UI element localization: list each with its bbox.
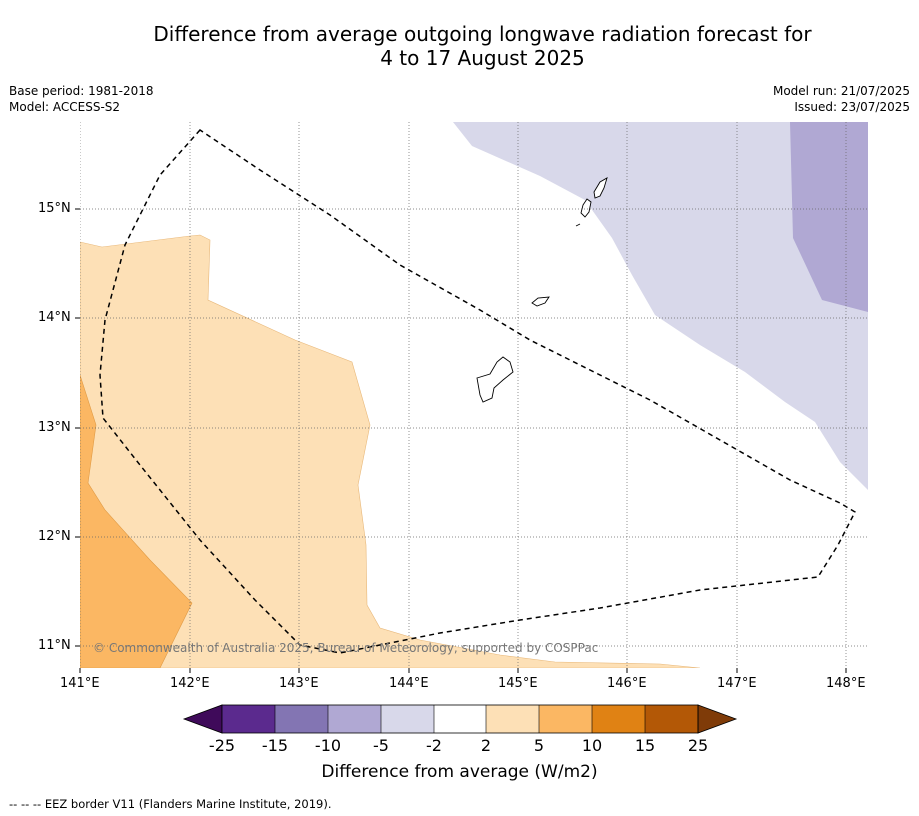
lat-tick-13: 13°N: [38, 420, 71, 435]
tinian-island: [580, 198, 592, 218]
colorbar-label-minus5: -5: [373, 736, 389, 755]
map-area: [80, 122, 868, 668]
guam-island: [476, 356, 514, 403]
lon-tick-146: 146°E: [607, 676, 647, 691]
anomaly-region-minus5-to-minus10: [790, 122, 868, 312]
colorbar-bin-9: [645, 705, 698, 733]
lon-tick-148: 148°E: [826, 676, 866, 691]
colorbar-bin-3: [328, 705, 381, 733]
lon-tick-141: 141°E: [60, 676, 100, 691]
colorbar-bin-6: [486, 705, 539, 733]
issued-text: Issued: 23/07/2025: [794, 100, 910, 114]
colorbar-label-minus10: -10: [314, 736, 342, 755]
colorbar-title-text: Difference from average (W/m2): [321, 762, 598, 782]
colorbar-title: Difference from average (W/m2): [0, 762, 919, 782]
anomaly-region-5-to-10: [80, 374, 193, 668]
lon-tick-143: 143°E: [279, 676, 319, 691]
anomaly-region-minus2-to-minus5: [453, 122, 868, 490]
colorbar-label-5: 5: [533, 736, 545, 755]
colorbar-label-25: 25: [687, 736, 709, 755]
colorbar-bin-5: [434, 705, 486, 733]
model-run-text: Model run: 21/07/2025: [772, 84, 910, 98]
colorbar-bin-2: [275, 705, 328, 733]
title-line-1: Difference from average outgoing longwav…: [153, 22, 812, 46]
title-line-2: 4 to 17 August 2025: [380, 46, 585, 70]
lon-tick-145: 145°E: [498, 676, 538, 691]
lon-tick-142: 142°E: [170, 676, 210, 691]
lat-tick-14: 14°N: [38, 310, 71, 325]
lat-tick-11: 11°N: [38, 638, 71, 653]
base-period-text: Base period: 1981-2018: [9, 84, 154, 98]
base-model-info: Base period: 1981-2018 Model: ACCESS-S2: [9, 83, 154, 115]
lon-tick-147: 147°E: [717, 676, 757, 691]
eez-footnote: -- -- -- EEZ border V11 (Flanders Marine…: [9, 797, 332, 811]
colorbar-label-minus2: -2: [426, 736, 442, 755]
colorbar-bin-4: [381, 705, 434, 733]
colorbar-bin-1: [222, 705, 275, 733]
lon-tick-144: 144°E: [389, 676, 429, 691]
axis-ticks: [75, 208, 847, 673]
colorbar: [182, 704, 738, 734]
graticule: [80, 122, 868, 668]
copyright-text: © Commonwealth of Australia 2025, Bureau…: [93, 641, 599, 655]
anomaly-region-2-to-5: [80, 234, 701, 668]
colorbar-extend-low: [182, 704, 223, 734]
colorbar-label-minus25: -25: [208, 736, 236, 755]
model-text: Model: ACCESS-S2: [9, 100, 121, 114]
rota-island: [531, 296, 550, 307]
colorbar-label-15: 15: [634, 736, 656, 755]
colorbar-extend-high: [697, 704, 738, 734]
colorbar-label-minus15: -15: [261, 736, 289, 755]
aguijan-islet: [575, 223, 581, 227]
map-title: Difference from average outgoing longwav…: [0, 22, 919, 70]
colorbar-bin-7: [539, 705, 592, 733]
lat-tick-12: 12°N: [38, 529, 71, 544]
run-issue-info: Model run: 21/07/2025 Issued: 23/07/2025: [773, 83, 910, 115]
eez-border: [99, 129, 856, 654]
colorbar-bin-8: [592, 705, 645, 733]
colorbar-label-10: 10: [581, 736, 603, 755]
saipan-island: [593, 177, 608, 199]
colorbar-label-2: 2: [480, 736, 492, 755]
lat-tick-15: 15°N: [38, 201, 71, 216]
